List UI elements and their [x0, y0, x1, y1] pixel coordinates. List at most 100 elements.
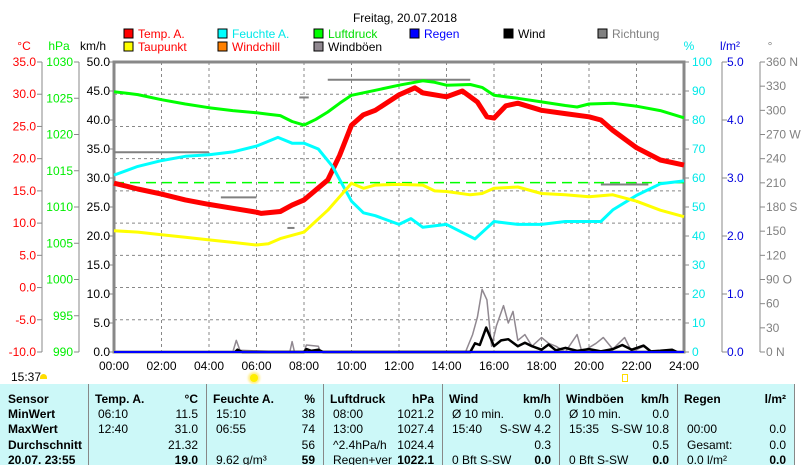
- cell-press_time: 13:00: [333, 422, 364, 436]
- axis-label-pressure: 1010: [46, 200, 73, 214]
- series-temp-a-: [113, 85, 685, 216]
- header-label: Wind: [449, 392, 479, 406]
- axis-label-direction: 360 N: [766, 55, 798, 69]
- axes: °C -10.0 -5.0 0.0 5.0 10.0 15.0 20.0 25.0 30.0 35.…: [9, 39, 802, 373]
- axis-label-humidity: 50: [692, 200, 706, 214]
- axis-unit-pressure: hPa: [48, 39, 70, 53]
- cell-gust: 0.0: [652, 407, 669, 421]
- legend-swatch-8: [313, 41, 324, 52]
- axis-label-wind: 15.0: [87, 258, 111, 272]
- legend-swatch-4: [503, 28, 514, 39]
- axis-label-pressure: 990: [53, 345, 73, 359]
- axis-label-temp: 20.0: [13, 152, 37, 166]
- column-divider: [323, 384, 324, 465]
- axis-label-direction: 210: [766, 176, 786, 190]
- row-label: MinWert: [8, 407, 56, 421]
- axis-label-direction: 150: [766, 224, 786, 238]
- cell-hum: 59: [301, 453, 315, 465]
- cell-wind_l: Ø 10 min.: [452, 407, 505, 421]
- axis-label-direction: 300: [766, 103, 786, 117]
- series-taupunkt: [113, 181, 685, 247]
- axis-label-pressure: 1000: [46, 273, 73, 287]
- series-feuchte-a-: [113, 135, 685, 241]
- axis-label-direction: 330: [766, 79, 786, 93]
- axis-label-humidity: 30: [692, 258, 706, 272]
- axis-label-wind: 10.0: [87, 287, 111, 301]
- cell-press: 1027.4: [397, 422, 434, 436]
- column-divider: [794, 384, 795, 465]
- cell-hum_time: 15:10: [216, 407, 247, 421]
- header-label: Feuchte A.: [213, 392, 274, 406]
- legend-swatch-3: [409, 28, 420, 39]
- sun-icon: [40, 374, 47, 379]
- sunrise-time: 15:37: [11, 370, 42, 384]
- header-unit: km/h: [522, 392, 551, 406]
- cell-temp_time: 12:40: [98, 422, 129, 436]
- cell-rain_l: Gesamt:: [687, 438, 733, 452]
- header-label: Luftdruck: [330, 392, 386, 406]
- axis-label-temp: -10.0: [9, 345, 37, 359]
- axis-label-humidity: 20: [692, 287, 706, 301]
- header-sensor: Sensor: [8, 392, 49, 406]
- axis-label-wind: 45.0: [87, 84, 111, 98]
- row-label: Durchschnitt: [8, 438, 83, 452]
- axis-label-wind: 30.0: [87, 171, 111, 185]
- row-label: MaxWert: [8, 422, 58, 436]
- axis-label-humidity: 40: [692, 229, 706, 243]
- legend-label: Wind: [518, 27, 545, 41]
- axis-label-direction: 0 N: [766, 345, 785, 359]
- axis-unit-rain: l/m²: [720, 39, 740, 53]
- legend-label: Richtung: [612, 27, 659, 41]
- axis-label-pressure: 1025: [46, 91, 73, 105]
- legend-swatch-1: [217, 28, 228, 39]
- header-unit: l/m²: [764, 392, 786, 406]
- row-label: 20.07. 23:55: [8, 453, 76, 465]
- cell-rain: 0.0: [769, 438, 786, 452]
- cell-gust: S-SW 10.8: [610, 422, 669, 436]
- axis-label-wind: 5.0: [93, 316, 110, 330]
- cell-press_time: ^2.4hPa/h: [333, 438, 387, 452]
- header-unit: km/h: [640, 392, 669, 406]
- axis-label-temp: -5.0: [15, 313, 36, 327]
- axis-label-temp: 10.0: [13, 216, 37, 230]
- cell-gust_l: 15:35: [569, 422, 600, 436]
- series-layer: [113, 78, 685, 354]
- chart-title: Freitag, 20.07.2018: [353, 11, 457, 25]
- axis-label-rain: 3.0: [727, 171, 744, 185]
- axis-label-pressure: 1005: [46, 236, 73, 250]
- sun-noon-icon: [250, 374, 258, 382]
- axis-label-humidity: 0: [692, 345, 699, 359]
- axis-label-wind: 25.0: [87, 200, 111, 214]
- x-tick-label: 10:00: [336, 359, 366, 373]
- axis-label-humidity: 100: [692, 55, 712, 69]
- header-label: Regen: [684, 392, 721, 406]
- axis-label-direction: 240: [766, 152, 786, 166]
- cell-hum: 56: [301, 438, 315, 452]
- cell-wind_l: 0 Bft S-SW: [452, 453, 512, 465]
- legend: Temp. A. Feuchte A. Luftdruck Regen Wind Rich…: [123, 27, 659, 54]
- axis-label-wind: 35.0: [87, 142, 111, 156]
- axis-label-pressure: 995: [53, 309, 73, 323]
- legend-swatch-5: [597, 28, 608, 39]
- axis-label-rain: 2.0: [727, 229, 744, 243]
- moon-icon: [622, 374, 628, 382]
- x-tick-label: 12:00: [384, 359, 414, 373]
- header-unit: %: [304, 392, 315, 406]
- statistics-table: Sensor Temp. A. °C Feuchte A.% Luftdruck hPa W…: [0, 384, 795, 465]
- cell-rain: 0.0: [769, 453, 786, 465]
- cell-hum: 74: [301, 422, 315, 436]
- axis-label-rain: 5.0: [727, 55, 744, 69]
- cell-gust_l: 0 Bft S-SW: [569, 453, 629, 465]
- legend-label: Taupunkt: [138, 40, 187, 54]
- axis-label-humidity: 70: [692, 142, 706, 156]
- axis-label-direction: 270 W: [766, 128, 801, 142]
- axis-label-rain: 1.0: [727, 287, 744, 301]
- cell-wind: 0.0: [534, 453, 551, 465]
- legend-label: Temp. A.: [138, 27, 185, 41]
- column-divider: [206, 384, 207, 465]
- cell-press: 1024.4: [397, 438, 434, 452]
- legend-swatch-0: [123, 28, 134, 39]
- axis-label-pressure: 1015: [46, 164, 73, 178]
- axis-label-direction: 60: [766, 297, 780, 311]
- axis-unit-humidity: %: [684, 39, 695, 53]
